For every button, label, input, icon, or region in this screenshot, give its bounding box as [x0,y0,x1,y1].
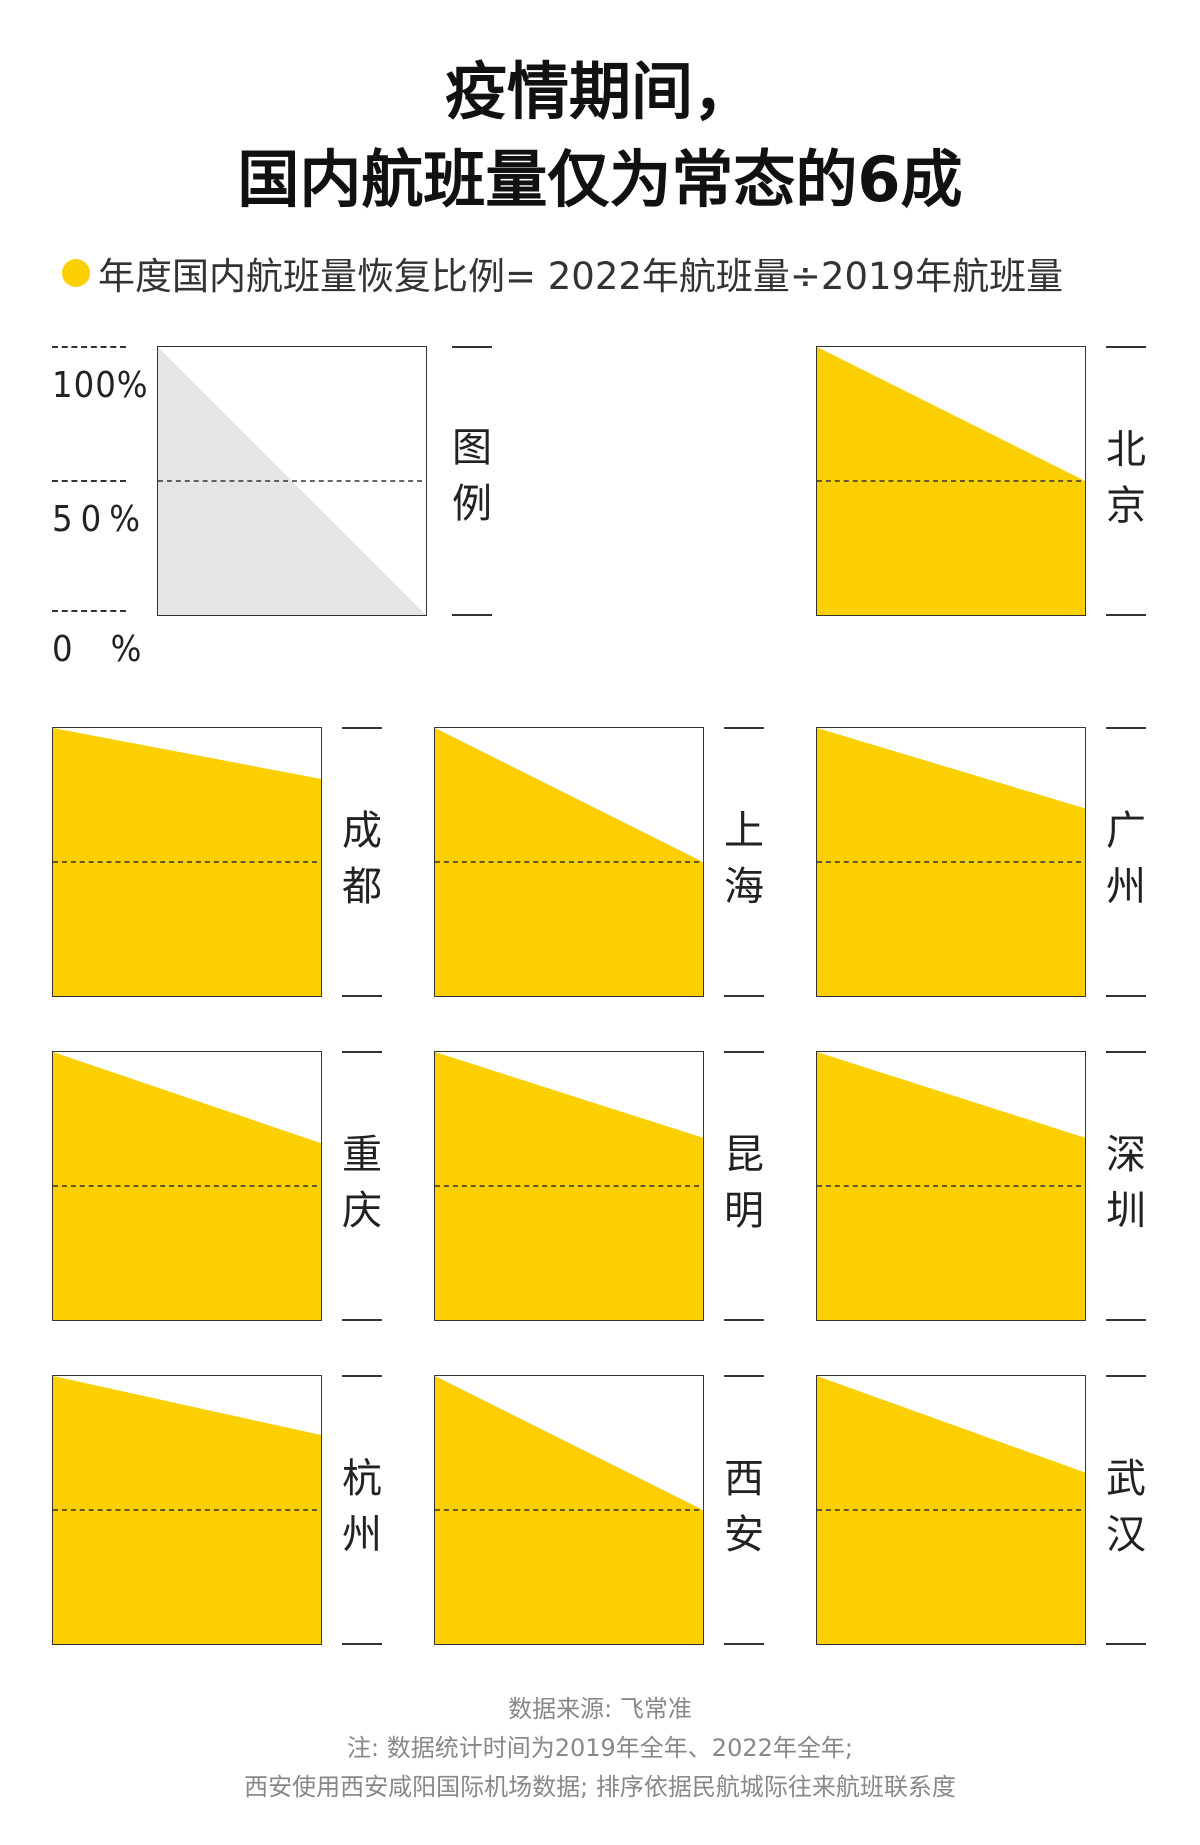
city-label: 成都 [342,808,382,910]
city-label: 重庆 [342,1132,382,1234]
city-tick-top [1106,346,1146,348]
footer-source: 数据来源: 飞常准 [508,1695,692,1723]
legend-row: 年度国内航班量恢复比例= 2022年航班量÷2019年航班量 [62,246,1063,300]
title-line-1: 疫情期间， [444,55,755,128]
city-label: 广州 [1106,808,1146,910]
legend-tick-top [452,346,492,348]
legend-dot-icon [62,259,90,287]
city-tick-bottom [724,995,764,997]
city-area-svg [53,1052,321,1320]
title-line-2: 国内航班量仅为常态的6成 [237,143,963,216]
city-tick-bottom [342,995,382,997]
city-area-svg [435,1052,703,1320]
city-tick-bottom [724,1319,764,1321]
scale-label-0: 0 % [52,629,143,670]
city-tick-top [342,1375,382,1377]
city-label: 武汉 [1106,1456,1146,1558]
city-area-svg [817,1376,1085,1644]
legend-text: 年度国内航班量恢复比例= 2022年航班量÷2019年航班量 [98,255,1064,298]
scale-label-50: 50% [52,499,148,540]
scale-label-100: 100% [52,365,149,406]
city-tick-bottom [1106,1319,1146,1321]
city-tick-bottom [1106,995,1146,997]
city-panel [816,727,1086,997]
city-area-svg [817,728,1085,996]
city-area-svg [817,347,1085,615]
city-panel [434,1051,704,1321]
scale-dash-100 [52,346,126,348]
city-tick-bottom [1106,1643,1146,1645]
city-area-svg [53,728,321,996]
legend-panel-label: 图例 [452,425,492,527]
city-panel [52,727,322,997]
city-label: 北京 [1106,427,1146,529]
city-tick-top [724,727,764,729]
city-tick-bottom [724,1643,764,1645]
city-panel [816,1375,1086,1645]
city-tick-bottom [342,1319,382,1321]
city-tick-top [342,1051,382,1053]
scale-dash-50 [52,480,126,482]
city-panel [52,1051,322,1321]
city-label: 西安 [724,1456,764,1558]
city-area-svg [435,1376,703,1644]
city-panel [52,1375,322,1645]
scale-dash-0 [52,610,126,612]
city-tick-top [724,1375,764,1377]
city-tick-top [1106,1051,1146,1053]
city-tick-top [1106,727,1146,729]
city-panel [434,727,704,997]
city-tick-top [1106,1375,1146,1377]
city-area-svg [435,728,703,996]
city-tick-bottom [1106,614,1146,616]
footer-note-2: 西安使用西安咸阳国际机场数据; 排序依据民航城际往来航班联系度 [244,1773,956,1801]
chart-title: 疫情期间， 国内航班量仅为常态的6成 [0,48,1200,224]
city-panel [816,346,1086,616]
legend-triangle-svg [158,347,426,615]
footer-note-1: 注: 数据统计时间为2019年全年、2022年全年; [347,1734,853,1762]
city-area-svg [53,1376,321,1644]
city-panel [434,1375,704,1645]
city-label: 上海 [724,808,764,910]
city-label: 深圳 [1106,1132,1146,1234]
city-tick-top [342,727,382,729]
legend-panel [157,346,427,616]
legend-tick-bottom [452,614,492,616]
city-tick-top [724,1051,764,1053]
city-panel [816,1051,1086,1321]
city-tick-bottom [342,1643,382,1645]
city-label: 昆明 [724,1132,764,1234]
city-label: 杭州 [342,1456,382,1558]
city-area-svg [817,1052,1085,1320]
